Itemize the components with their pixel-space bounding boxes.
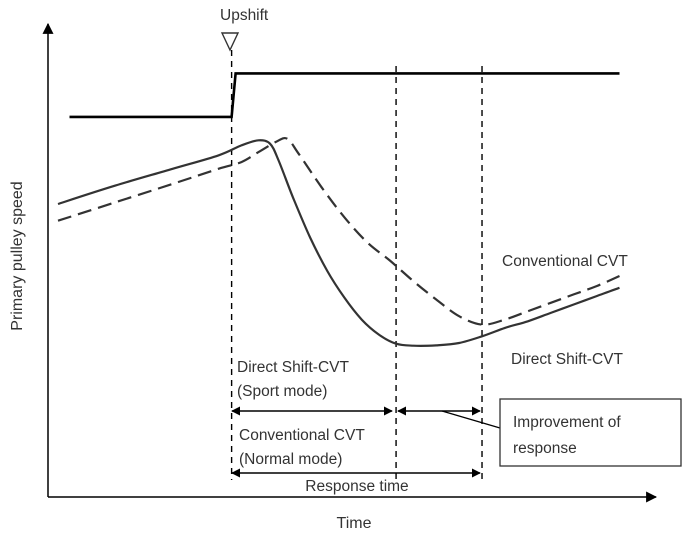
shift-command-step-line xyxy=(69,72,620,119)
conventional-mode-label-line2: (Normal mode) xyxy=(239,451,342,468)
series-direct-shift-cvt xyxy=(57,139,620,347)
direct-shift-cvt-series-label: Direct Shift-CVT xyxy=(511,351,623,368)
direct-mode-label-line2: (Sport mode) xyxy=(237,383,327,400)
x-axis-label: Time xyxy=(337,515,372,532)
upshift-label: Upshift xyxy=(220,7,269,24)
improvement-leader-line xyxy=(441,410,501,429)
direct-mode-label-line1: Direct Shift-CVT xyxy=(237,359,349,376)
improvement-label-line1: Improvement of xyxy=(513,414,621,431)
improvement-callout-box xyxy=(499,398,682,467)
response-time-label: Response time xyxy=(305,478,408,495)
improvement-label-line2: response xyxy=(513,440,577,457)
series-conventional-cvt xyxy=(57,136,620,326)
conventional-cvt-series-label: Conventional CVT xyxy=(502,253,628,270)
y-axis-label: Primary pulley speed xyxy=(9,181,26,330)
conventional-mode-label-line1: Conventional CVT xyxy=(239,427,365,444)
upshift-marker-icon xyxy=(220,32,240,52)
